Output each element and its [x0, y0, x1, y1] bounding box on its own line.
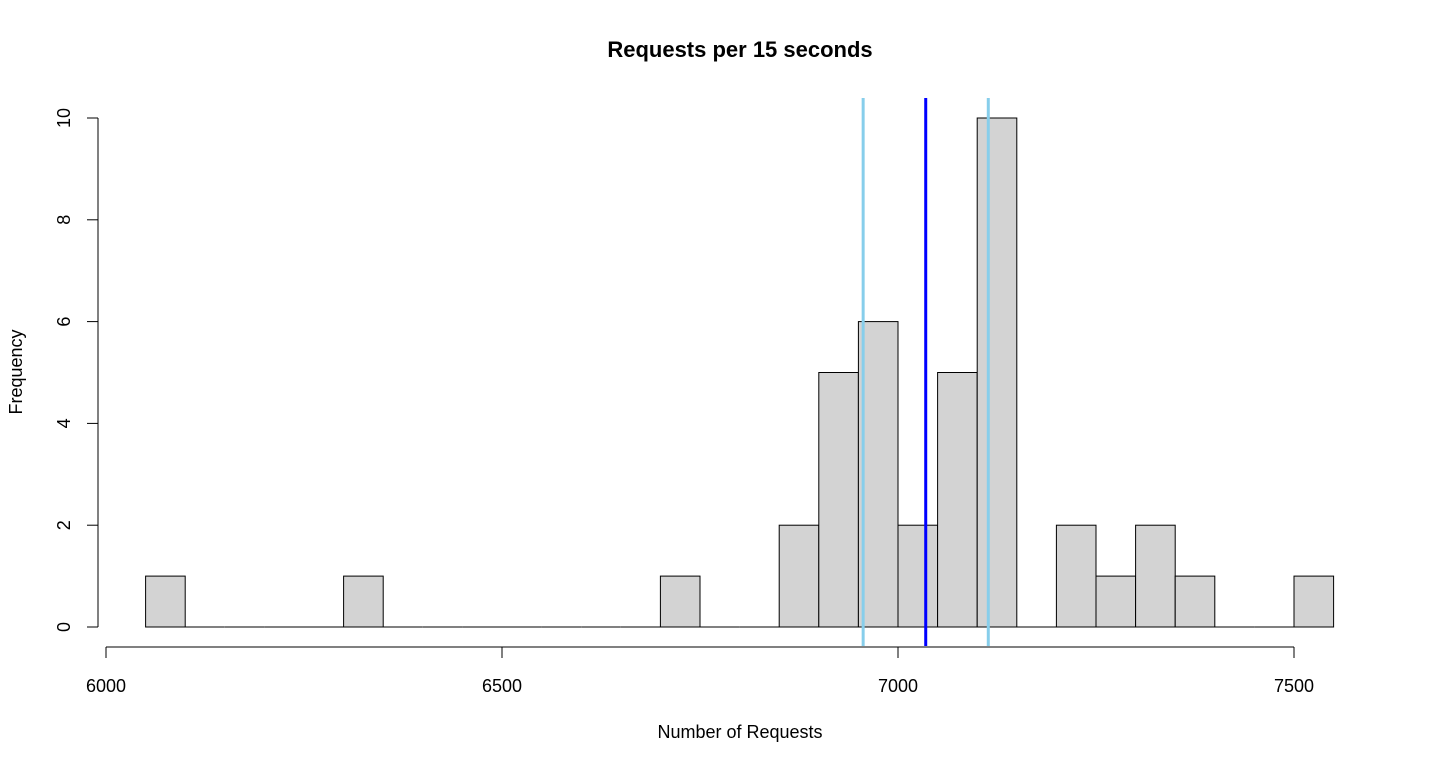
histogram-bar: [1055, 524, 1097, 628]
histogram-bar: [976, 117, 1018, 628]
x-tick-label: 7500: [1274, 676, 1314, 696]
reference-lines: [861, 98, 990, 646]
y-tick-label: 6: [54, 317, 74, 327]
histogram-bar: [937, 372, 978, 628]
y-axis: 0 2 4 6 8 10: [54, 108, 99, 632]
x-tick-label: 7000: [878, 676, 918, 696]
histogram-bar: [343, 575, 384, 628]
histogram-bar: [818, 372, 859, 628]
chart-title: Requests per 15 seconds: [607, 37, 872, 62]
y-tick-label: 0: [54, 622, 74, 632]
y-tick-label: 2: [54, 520, 74, 530]
x-tick-label: 6000: [86, 676, 126, 696]
histogram-bar: [1174, 575, 1216, 628]
histogram-bar: [778, 524, 820, 628]
x-axis: 6000 6500 7000 7500: [86, 646, 1314, 696]
histogram-bar: [1135, 524, 1176, 628]
histogram-bars: [145, 117, 1335, 628]
y-axis-label: Frequency: [6, 329, 26, 414]
x-axis-label: Number of Requests: [657, 722, 822, 742]
histogram-bar: [1095, 575, 1137, 628]
y-tick-label: 4: [54, 418, 74, 428]
histogram-bar: [897, 524, 939, 628]
histogram-bar: [1293, 575, 1335, 628]
y-tick-label: 10: [54, 108, 74, 128]
y-tick-label: 8: [54, 215, 74, 225]
x-tick-label: 6500: [482, 676, 522, 696]
histogram-bar: [145, 575, 186, 628]
histogram-bar: [857, 321, 899, 628]
histogram-bar: [659, 575, 701, 628]
